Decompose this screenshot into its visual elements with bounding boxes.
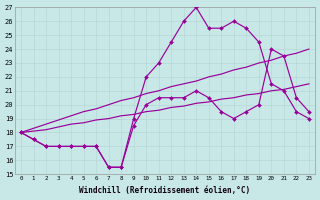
X-axis label: Windchill (Refroidissement éolien,°C): Windchill (Refroidissement éolien,°C) [79,186,251,195]
